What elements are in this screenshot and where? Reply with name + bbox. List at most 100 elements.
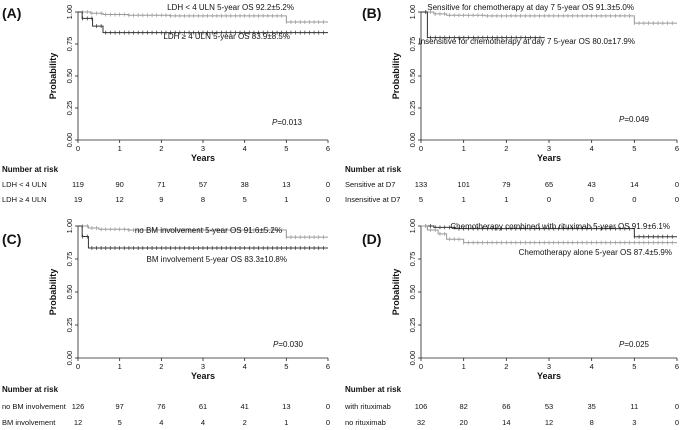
risk-count: 13 — [282, 402, 290, 411]
curve-label: no BM involvement 5-year OS 91.6±5.2% — [135, 226, 282, 235]
x-tick-label: 5 — [284, 362, 288, 371]
x-tick-label: 5 — [632, 362, 636, 371]
x-tick-label: 2 — [504, 362, 508, 371]
km-panel-c: (C)0.000.250.500.751.000 1 2 3 4 5 6YearsProba… — [2, 219, 330, 427]
risk-count: 0 — [632, 195, 636, 204]
x-tick-label: 4 — [243, 144, 247, 153]
y-tick-label: 1.00 — [65, 219, 74, 234]
x-tick-label: 6 — [326, 362, 330, 371]
risk-count: 0 — [675, 402, 679, 411]
risk-count: 0 — [675, 195, 679, 204]
risk-count: 38 — [240, 180, 248, 189]
y-axis-label: Probability — [48, 53, 58, 100]
km-curve-0 — [421, 11, 677, 24]
risk-count: 8 — [590, 418, 594, 427]
risk-count: 12 — [545, 418, 553, 427]
x-axis-label: Years — [191, 153, 215, 163]
km-panel-d: (D)0.000.250.500.751.000 1 2 3 4 5 6YearsProba… — [344, 219, 679, 427]
panel-label: (A) — [2, 5, 21, 21]
km-panel-b: (B) 0.00 0.25 0.50 0.75 1.00 0 1 2 3 4 5 6 Years Proba… — [345, 3, 679, 204]
risk-count: 14 — [630, 180, 638, 189]
y-tick-label: 0.75 — [65, 37, 74, 52]
panel-label: (C) — [2, 231, 21, 247]
p-value: P=0.013 — [272, 118, 303, 127]
risk-count: 1 — [504, 195, 508, 204]
x-tick-label: 1 — [462, 362, 466, 371]
curve-label: BM involvement 5-year OS 83.3±10.8% — [147, 255, 287, 264]
x-axis-label: Years — [191, 371, 215, 381]
x-tick-label: 6 — [326, 144, 330, 153]
x-tick-label: 1 — [118, 362, 122, 371]
risk-row-label: no BM involvement — [2, 402, 67, 411]
y-tick-label: 0.50 — [65, 69, 74, 84]
y-tick-label: 0.00 — [408, 133, 417, 148]
risk-count: 133 — [415, 180, 428, 189]
risk-count: 1 — [462, 195, 466, 204]
p-value: P=0.049 — [619, 115, 650, 124]
y-tick-label: 1.00 — [408, 219, 417, 234]
risk-count: 106 — [415, 402, 428, 411]
risk-count: 0 — [326, 418, 330, 427]
x-tick-label: 2 — [159, 144, 163, 153]
risk-count: 35 — [587, 402, 595, 411]
y-axis-label: Probability — [48, 269, 58, 316]
risk-count: 14 — [502, 418, 510, 427]
risk-count: 4 — [201, 418, 205, 427]
risk-count: 71 — [157, 180, 165, 189]
risk-count: 3 — [632, 418, 636, 427]
risk-count: 0 — [590, 195, 594, 204]
x-tick-label: 2 — [159, 362, 163, 371]
risk-count: 4 — [159, 418, 163, 427]
risk-count: 0 — [675, 180, 679, 189]
x-tick-label: 3 — [547, 144, 551, 153]
x-tick-label: 1 — [462, 144, 466, 153]
risk-count: 5 — [419, 195, 423, 204]
risk-count: 0 — [326, 195, 330, 204]
x-tick-label: 1 — [118, 144, 122, 153]
p-value-symbol: P — [619, 115, 625, 124]
risk-count: 0 — [547, 195, 551, 204]
p-value-number: =0.013 — [277, 118, 302, 127]
x-axis-label: Years — [537, 371, 561, 381]
x-tick-label: 6 — [675, 362, 679, 371]
x-tick-label: 4 — [590, 362, 594, 371]
risk-count: 41 — [240, 402, 248, 411]
y-tick-label: 0.00 — [65, 351, 74, 366]
km-panel-a: (A)0.000.250.500.751.000 1 2 3 4 5 6YearsProba… — [2, 3, 330, 204]
risk-count: 1 — [284, 418, 288, 427]
km-curve-0 — [421, 225, 677, 238]
risk-count: 11 — [630, 402, 638, 411]
risk-count: 82 — [459, 402, 467, 411]
y-tick-label: 0.50 — [408, 285, 417, 300]
p-value: P=0.025 — [619, 340, 650, 349]
risk-count: 32 — [417, 418, 425, 427]
p-value-symbol: P — [273, 340, 279, 349]
risk-count: 101 — [457, 180, 470, 189]
risk-row-label: BM involvement — [2, 418, 56, 427]
risk-count: 66 — [502, 402, 510, 411]
y-tick-label: 0.50 — [65, 285, 74, 300]
risk-count: 76 — [157, 402, 165, 411]
x-tick-label: 3 — [201, 144, 205, 153]
risk-count: 0 — [326, 180, 330, 189]
x-tick-label: 2 — [504, 144, 508, 153]
curve-label: LDH ≥ 4 ULN 5-year OS 83.9±8.5% — [163, 32, 290, 41]
x-tick-label: 6 — [675, 144, 679, 153]
risk-count: 97 — [115, 402, 123, 411]
risk-count: 90 — [115, 180, 123, 189]
km-curve-1 — [421, 11, 545, 39]
km-curve-0 — [78, 11, 328, 23]
risk-row-label: LDH < 4 ULN — [2, 180, 47, 189]
km-curve-1 — [78, 11, 328, 34]
risk-table-title: Number at risk — [2, 165, 59, 174]
risk-count: 9 — [159, 195, 163, 204]
risk-count: 65 — [545, 180, 553, 189]
x-tick-label: 0 — [419, 362, 423, 371]
risk-count: 126 — [72, 402, 85, 411]
risk-count: 12 — [115, 195, 123, 204]
y-tick-label: 0.25 — [65, 318, 74, 333]
risk-row-label: Insensitive at D7 — [345, 195, 400, 204]
risk-count: 8 — [201, 195, 205, 204]
x-tick-label: 0 — [76, 362, 80, 371]
